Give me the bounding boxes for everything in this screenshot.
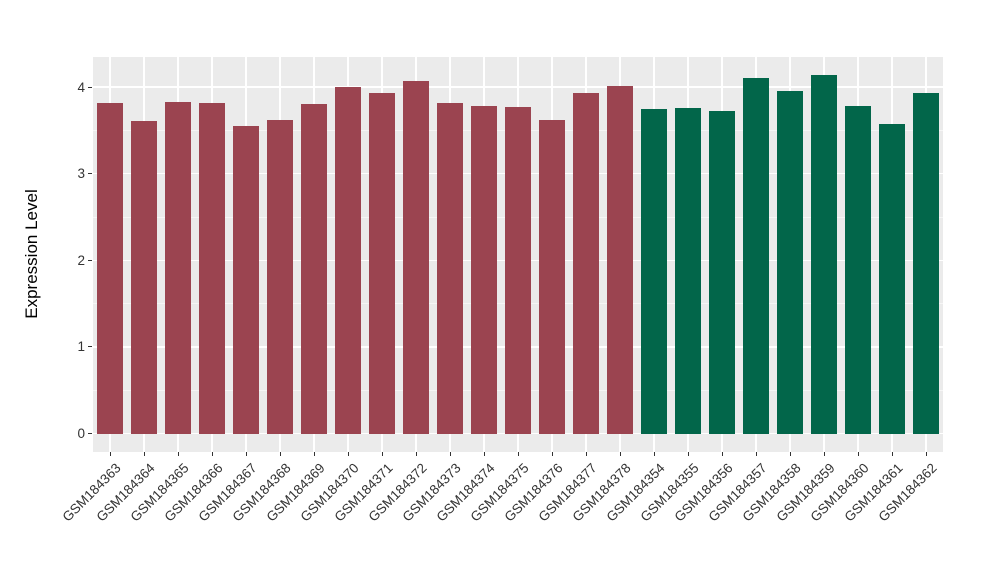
- y-tick-label: 4: [77, 79, 85, 95]
- x-tick-mark: [415, 451, 417, 456]
- x-tick-mark: [143, 451, 145, 456]
- bar: [641, 108, 667, 434]
- x-tick-mark: [721, 451, 723, 456]
- bar: [267, 119, 293, 434]
- bar: [539, 119, 565, 434]
- bar: [165, 101, 191, 434]
- x-tick-mark: [857, 451, 859, 456]
- y-tick-mark: [88, 86, 92, 88]
- x-tick-mark: [449, 451, 451, 456]
- bar: [743, 78, 769, 434]
- bar: [573, 93, 599, 434]
- x-tick-mark: [653, 451, 655, 456]
- x-tick-mark: [585, 451, 587, 456]
- y-tick-mark: [88, 346, 92, 348]
- bar: [913, 93, 939, 434]
- y-tick-mark: [88, 259, 92, 261]
- bar: [233, 126, 259, 434]
- x-tick-mark: [619, 451, 621, 456]
- x-tick-mark: [211, 451, 213, 456]
- x-tick-mark: [755, 451, 757, 456]
- bar: [369, 93, 395, 434]
- x-tick-mark: [109, 451, 111, 456]
- y-tick-label: 1: [77, 339, 85, 355]
- x-tick-mark: [347, 451, 349, 456]
- bar: [437, 102, 463, 434]
- bar: [471, 106, 497, 434]
- x-tick-mark: [823, 451, 825, 456]
- y-tick-mark: [88, 173, 92, 175]
- bar: [301, 103, 327, 434]
- x-tick-mark: [313, 451, 315, 456]
- x-tick-mark: [891, 451, 893, 456]
- bar: [199, 102, 225, 434]
- bar: [403, 80, 429, 434]
- bar: [879, 124, 905, 434]
- y-tick-label: 2: [77, 252, 85, 268]
- x-tick-mark: [279, 451, 281, 456]
- x-tick-mark: [177, 451, 179, 456]
- bar: [505, 106, 531, 434]
- x-tick-mark: [925, 451, 927, 456]
- y-tick-label: 0: [77, 426, 85, 442]
- x-tick-mark: [483, 451, 485, 456]
- bar: [607, 86, 633, 434]
- bar: [131, 120, 157, 434]
- bar: [709, 111, 735, 434]
- x-tick-mark: [381, 451, 383, 456]
- x-tick-mark: [687, 451, 689, 456]
- bar: [675, 107, 701, 434]
- bar: [777, 90, 803, 434]
- bar: [335, 87, 361, 434]
- bar: [97, 102, 123, 434]
- bar: [811, 74, 837, 434]
- y-tick-mark: [88, 433, 92, 435]
- x-tick-mark: [551, 451, 553, 456]
- x-tick-mark: [245, 451, 247, 456]
- plot-panel: [93, 57, 943, 452]
- x-tick-mark: [789, 451, 791, 456]
- y-tick-label: 3: [77, 166, 85, 182]
- x-tick-mark: [517, 451, 519, 456]
- bar: [845, 106, 871, 434]
